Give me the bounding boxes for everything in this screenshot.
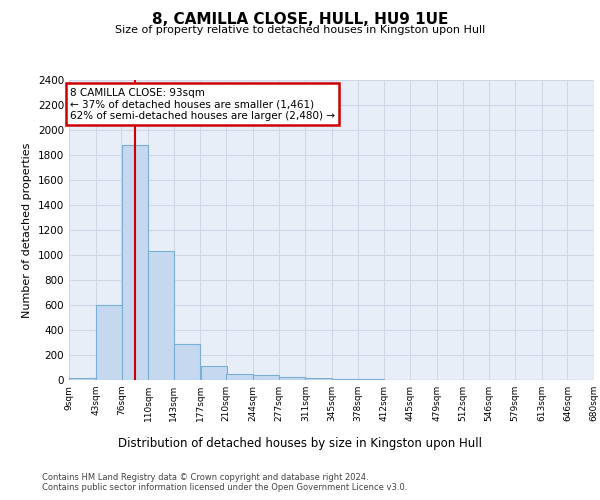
- Y-axis label: Number of detached properties: Number of detached properties: [22, 142, 32, 318]
- Bar: [174, 344, 200, 380]
- Text: 8 CAMILLA CLOSE: 93sqm
← 37% of detached houses are smaller (1,461)
62% of semi-: 8 CAMILLA CLOSE: 93sqm ← 37% of detached…: [70, 88, 335, 120]
- Text: Contains HM Land Registry data © Crown copyright and database right 2024.: Contains HM Land Registry data © Crown c…: [42, 472, 368, 482]
- Text: Distribution of detached houses by size in Kingston upon Hull: Distribution of detached houses by size …: [118, 438, 482, 450]
- Text: 8, CAMILLA CLOSE, HULL, HU9 1UE: 8, CAMILLA CLOSE, HULL, HU9 1UE: [152, 12, 448, 28]
- Bar: [69, 378, 95, 380]
- Text: Contains public sector information licensed under the Open Government Licence v3: Contains public sector information licen…: [42, 482, 407, 492]
- Bar: [96, 305, 122, 380]
- Bar: [305, 378, 332, 380]
- Bar: [148, 251, 175, 380]
- Bar: [200, 366, 227, 380]
- Bar: [279, 377, 305, 380]
- Text: Size of property relative to detached houses in Kingston upon Hull: Size of property relative to detached ho…: [115, 25, 485, 35]
- Bar: [226, 374, 253, 380]
- Bar: [253, 375, 279, 380]
- Bar: [122, 145, 148, 380]
